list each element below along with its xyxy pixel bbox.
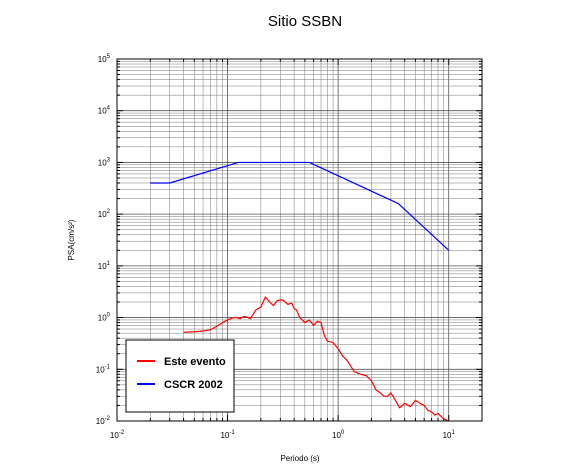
x-tick-labels: 10-2 10-1 100 101 — [110, 430, 456, 440]
grid — [116, 58, 483, 422]
legend-label-cscr-2002: CSCR 2002 — [164, 379, 223, 391]
x-tick-exponent: -2 — [119, 430, 125, 436]
y-tick-base: 10 — [98, 314, 107, 323]
x-tick-base: 10 — [332, 431, 341, 440]
y-tick-exponent: 4 — [107, 106, 111, 112]
series-group — [150, 161, 450, 422]
legend: Este evento CSCR 2002 — [125, 339, 235, 413]
y-tick-label: 100 — [98, 313, 111, 323]
x-tick-exponent: -1 — [229, 430, 235, 436]
x-tick-base: 10 — [220, 431, 229, 440]
y-tick-base: 10 — [98, 158, 107, 167]
y-tick-exponent: -2 — [105, 416, 111, 422]
x-tick-label: 10-1 — [220, 430, 235, 440]
y-tick-base: 10 — [98, 107, 107, 116]
y-tick-exponent: -1 — [105, 364, 111, 370]
x-tick-label: 101 — [443, 430, 456, 440]
x-tick-label: 100 — [332, 430, 345, 440]
x-tick-label: 10-2 — [110, 430, 125, 440]
legend-box — [125, 339, 235, 413]
y-tick-label: 10-1 — [96, 364, 111, 374]
y-axis-label: PSA(cm/s²) — [67, 219, 76, 260]
y-tick-label: 10-2 — [96, 416, 111, 426]
series-line-este-evento — [183, 296, 449, 422]
y-tick-label: 103 — [98, 157, 111, 167]
y-tick-exponent: 2 — [107, 209, 111, 215]
y-tick-base: 10 — [98, 210, 107, 219]
x-axis-label: Periodo (s) — [280, 454, 319, 463]
y-tick-label: 104 — [98, 106, 111, 116]
series-line-cscr-2002 — [150, 161, 450, 251]
x-tick-exponent: 1 — [451, 430, 455, 436]
y-tick-base: 10 — [96, 417, 105, 426]
y-tick-base: 10 — [98, 55, 107, 64]
y-tick-base: 10 — [98, 262, 107, 271]
x-tick-base: 10 — [443, 431, 452, 440]
x-tick-base: 10 — [110, 431, 119, 440]
y-tick-exponent: 5 — [107, 54, 111, 60]
x-tick-exponent: 0 — [341, 430, 345, 436]
chart-title: Sitio SSBN — [268, 13, 342, 30]
y-tick-label: 102 — [98, 209, 111, 219]
y-tick-label: 101 — [98, 261, 111, 271]
legend-label-este-evento: Este evento — [164, 356, 226, 368]
y-tick-exponent: 0 — [107, 313, 111, 319]
y-tick-label: 105 — [98, 54, 111, 64]
y-tick-exponent: 1 — [107, 261, 111, 267]
y-tick-base: 10 — [96, 365, 105, 374]
y-tick-exponent: 3 — [107, 157, 111, 163]
plot-frame — [116, 58, 483, 422]
